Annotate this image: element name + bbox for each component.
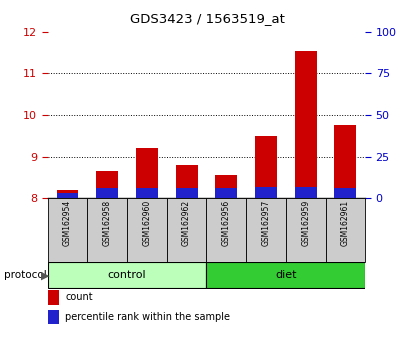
Text: GDS3423 / 1563519_at: GDS3423 / 1563519_at: [130, 12, 285, 25]
Bar: [136, 148, 158, 198]
Text: GSM162957: GSM162957: [261, 200, 271, 246]
Bar: [48, 262, 207, 288]
Bar: [295, 51, 317, 198]
Bar: [48, 309, 59, 324]
Bar: [334, 188, 356, 198]
Bar: [207, 198, 246, 262]
Text: diet: diet: [275, 270, 297, 280]
Text: control: control: [108, 270, 146, 280]
Text: GSM162961: GSM162961: [341, 200, 350, 246]
Bar: [88, 198, 127, 262]
Bar: [57, 190, 78, 198]
Bar: [48, 290, 59, 305]
Bar: [167, 198, 207, 262]
Bar: [325, 198, 365, 262]
Bar: [246, 198, 286, 262]
Bar: [334, 125, 356, 198]
Bar: [255, 136, 277, 198]
Bar: [96, 171, 118, 198]
Bar: [207, 262, 365, 288]
Bar: [136, 188, 158, 198]
Text: count: count: [65, 292, 93, 302]
Bar: [255, 187, 277, 198]
Bar: [215, 175, 237, 198]
Bar: [176, 188, 198, 198]
Bar: [57, 193, 78, 198]
Bar: [286, 198, 325, 262]
Text: GSM162962: GSM162962: [182, 200, 191, 246]
Bar: [48, 198, 88, 262]
Text: GSM162959: GSM162959: [301, 200, 310, 246]
Text: GSM162954: GSM162954: [63, 200, 72, 246]
Bar: [295, 187, 317, 198]
Bar: [176, 165, 198, 198]
Text: ▶: ▶: [41, 270, 49, 280]
Text: protocol: protocol: [4, 270, 47, 280]
Bar: [127, 198, 167, 262]
Text: GSM162958: GSM162958: [103, 200, 112, 246]
Bar: [215, 188, 237, 198]
Text: percentile rank within the sample: percentile rank within the sample: [65, 312, 230, 322]
Text: GSM162956: GSM162956: [222, 200, 231, 246]
Bar: [96, 188, 118, 198]
Text: GSM162960: GSM162960: [142, 200, 151, 246]
